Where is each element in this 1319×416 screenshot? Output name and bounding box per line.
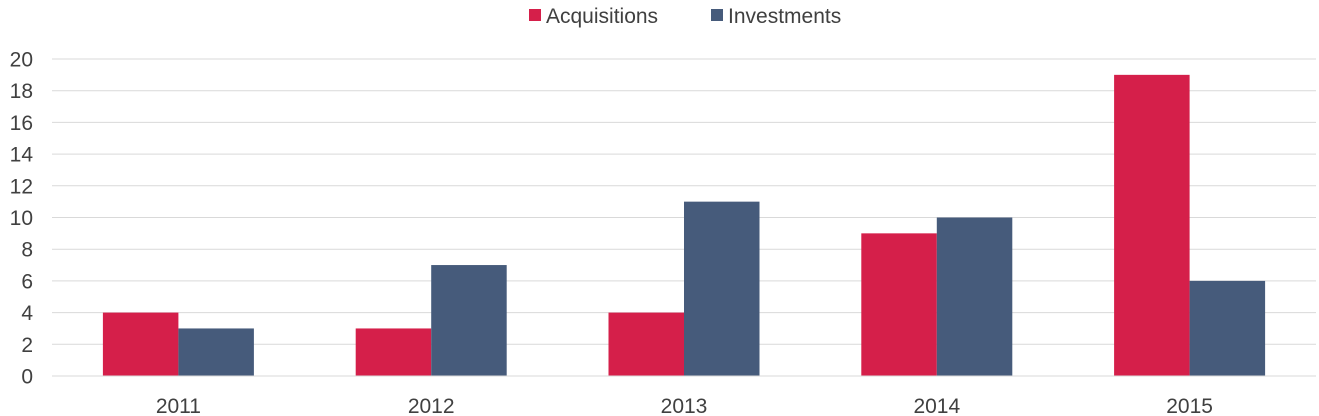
bar-acquisitions-2012 <box>355 328 432 376</box>
x-axis-tick-labels: 2011 2012 2013 2014 2015 <box>156 395 1213 416</box>
y-tick-label-4: 4 <box>21 302 33 325</box>
y-tick-label-20: 20 <box>10 49 33 72</box>
y-tick-label-16: 16 <box>10 112 33 135</box>
x-tick-label-2011: 2011 <box>156 395 201 416</box>
legend-label-acquisitions: Acquisitions <box>546 5 658 28</box>
legend: Acquisitions Investments <box>529 5 841 28</box>
y-tick-label-2: 2 <box>21 334 33 357</box>
legend-swatch-investments <box>711 9 723 21</box>
y-tick-label-18: 18 <box>10 80 33 103</box>
y-tick-label-10: 10 <box>10 207 33 230</box>
y-tick-label-12: 12 <box>10 175 33 198</box>
legend-swatch-acquisitions <box>529 9 541 21</box>
bar-investments-2014 <box>936 217 1013 376</box>
x-tick-label-2015: 2015 <box>1166 395 1213 416</box>
y-tick-label-6: 6 <box>21 270 33 293</box>
y-tick-label-14: 14 <box>10 144 34 167</box>
bar-investments-2012 <box>431 265 507 376</box>
bar-acquisitions-2011 <box>102 312 179 376</box>
legend-label-investments: Investments <box>728 5 841 28</box>
x-tick-label-2012: 2012 <box>408 395 455 416</box>
bar-acquisitions-2013 <box>608 312 684 376</box>
y-tick-label-0: 0 <box>21 366 33 389</box>
y-axis-tick-labels: 0 2 4 6 8 10 12 14 16 18 20 <box>10 49 34 389</box>
bar-acquisitions-2014 <box>861 233 937 376</box>
bar-acquisitions-2015 <box>1114 74 1190 376</box>
bar-investments-2013 <box>684 201 760 376</box>
x-tick-label-2013: 2013 <box>661 395 708 416</box>
y-tick-label-8: 8 <box>21 239 33 262</box>
bar-investments-2011 <box>178 328 254 376</box>
bar-investments-2015 <box>1189 280 1266 376</box>
x-tick-label-2014: 2014 <box>913 395 960 416</box>
bars <box>102 74 1266 376</box>
